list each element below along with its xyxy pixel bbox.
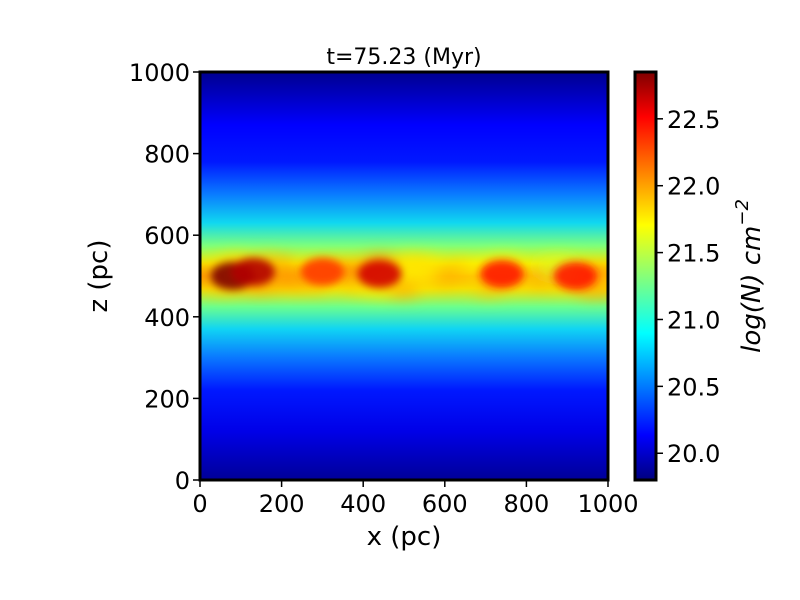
colorbar-tick-label: 22.5 [667,106,720,134]
dense-clump [553,262,598,290]
colorbar-ticks: 20.0 20.5 21.0 21.5 22.0 22.5 [656,106,720,468]
plot-frame [198,70,610,482]
colorbar-label: log(N) cm−2 [732,199,767,353]
colorbar-tick-label: 21.0 [667,306,720,334]
y-tick-label: 600 [144,222,190,250]
chart-title: t=75.23 (Myr) [326,45,481,70]
colorbar-tick-label: 20.0 [667,440,720,468]
colorbar-tick-label: 20.5 [667,373,720,401]
x-tick-label: 800 [503,490,549,518]
x-axis-ticks: 0 200 400 600 800 1000 [192,480,639,518]
y-tick-label: 800 [144,141,190,169]
y-axis-ticks: 0 200 400 600 800 1000 [129,59,200,495]
colorbar [633,70,658,482]
x-axis-label: x (pc) [367,522,442,552]
x-tick-label: 0 [192,490,207,518]
colorbar-tick-label: 22.0 [667,173,720,201]
dense-clump [479,259,524,288]
x-tick-label: 400 [340,490,386,518]
dense-clump [300,257,345,286]
y-tick-label: 400 [144,304,190,332]
y-tick-label: 200 [144,385,190,413]
dense-clump [231,257,276,286]
y-tick-label: 0 [175,467,190,495]
x-tick-label: 1000 [577,490,638,518]
colorbar-tick-label: 21.5 [667,240,720,268]
x-tick-label: 600 [422,490,468,518]
heatmap-image [200,72,608,480]
y-tick-label: 1000 [129,59,190,87]
x-tick-label: 200 [259,490,305,518]
y-axis-label: z (pc) [84,240,114,313]
dense-clump [357,259,402,288]
